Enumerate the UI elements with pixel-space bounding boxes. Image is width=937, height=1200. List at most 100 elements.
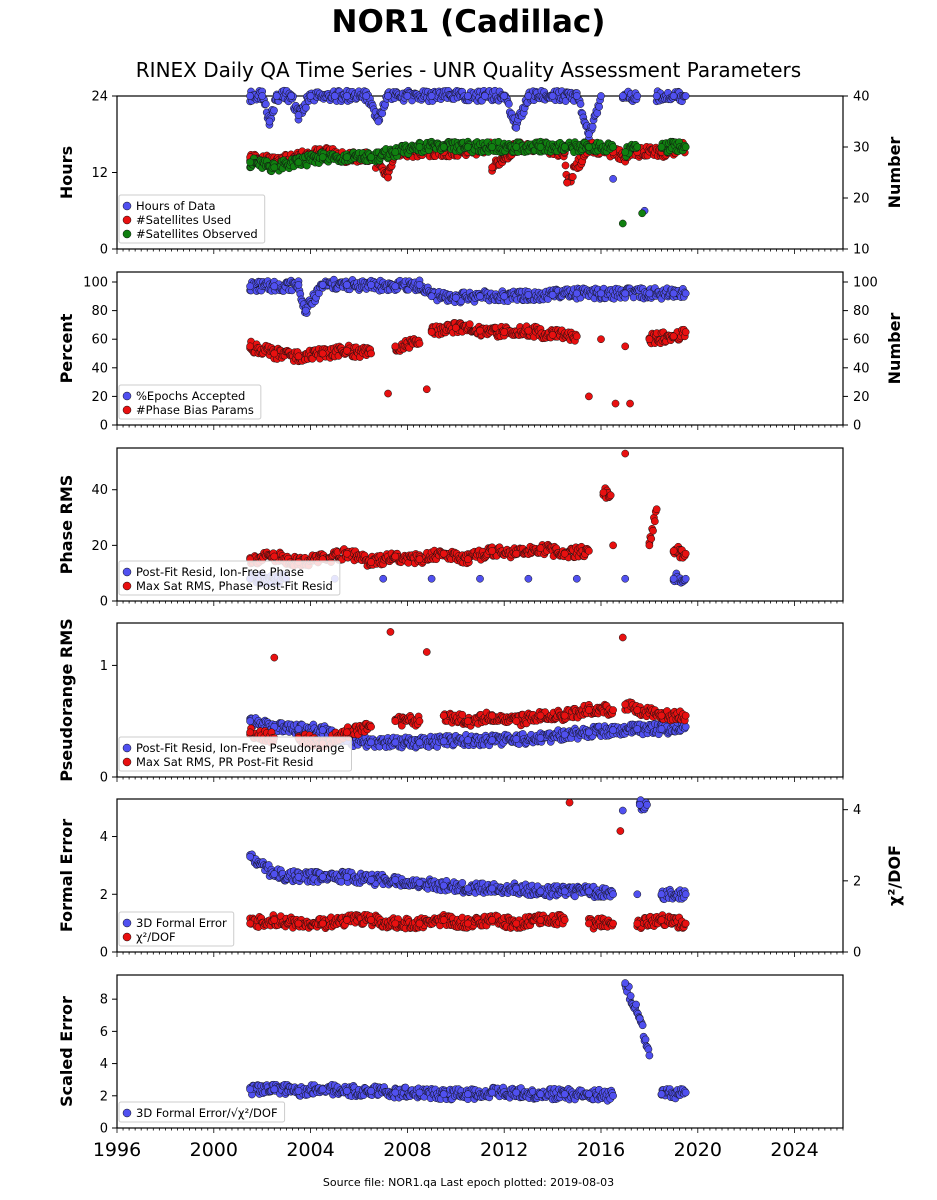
data-point xyxy=(415,878,424,887)
data-point xyxy=(652,505,661,514)
data-point xyxy=(367,281,375,289)
data-point xyxy=(343,873,351,881)
y-tick-label: 40 xyxy=(91,361,108,376)
y-tick-label: 40 xyxy=(91,483,108,498)
data-point xyxy=(595,102,603,111)
data-point xyxy=(464,555,472,564)
data-point xyxy=(597,92,605,100)
data-point xyxy=(415,919,424,928)
data-point xyxy=(439,881,448,890)
data-point xyxy=(318,281,327,289)
data-point xyxy=(681,143,690,151)
data-point xyxy=(287,92,296,100)
data-point xyxy=(422,385,431,394)
data-point xyxy=(415,738,424,747)
series-red xyxy=(246,798,690,933)
data-point xyxy=(403,92,412,100)
data-point xyxy=(246,92,254,100)
data-point xyxy=(265,117,274,126)
data-point xyxy=(681,722,690,731)
data-point xyxy=(572,92,581,100)
data-point xyxy=(621,574,630,583)
data-point xyxy=(571,892,579,901)
y-axis-label: Pseudorange RMS xyxy=(57,618,76,781)
data-point xyxy=(536,887,545,896)
y-tick-label: 100 xyxy=(83,276,108,291)
data-point xyxy=(246,919,254,928)
data-point xyxy=(343,549,351,558)
data-point xyxy=(524,326,533,335)
data-point xyxy=(427,574,436,583)
data-point xyxy=(633,706,642,714)
data-point xyxy=(609,706,617,714)
data-point xyxy=(585,547,593,555)
data-point xyxy=(565,798,574,807)
data-point xyxy=(681,549,690,558)
data-point xyxy=(681,919,690,928)
data-point xyxy=(681,328,690,336)
legend-label: #Satellites Used xyxy=(136,213,231,227)
data-point xyxy=(488,163,496,172)
data-point xyxy=(609,919,617,928)
series-red xyxy=(246,319,690,408)
data-point xyxy=(270,653,279,662)
data-point xyxy=(585,919,593,928)
data-point xyxy=(391,875,400,884)
data-point xyxy=(415,339,424,348)
data-point xyxy=(391,342,400,351)
data-point xyxy=(635,800,644,809)
x-ticks xyxy=(116,425,844,430)
data-point xyxy=(451,323,460,332)
data-point xyxy=(318,919,327,928)
data-point xyxy=(464,884,472,893)
data-point xyxy=(669,332,678,341)
data-point xyxy=(415,555,424,564)
data-point xyxy=(294,352,303,361)
data-point xyxy=(500,92,509,100)
data-point xyxy=(657,916,666,924)
y-tick-label: 6 xyxy=(100,1025,108,1040)
data-point xyxy=(645,289,654,298)
data-point xyxy=(476,292,484,301)
data-point xyxy=(384,389,392,398)
data-point xyxy=(343,346,351,355)
y-tick-label: 0 xyxy=(100,946,108,961)
data-point xyxy=(609,175,617,183)
legend-label: Hours of Data xyxy=(136,199,216,213)
data-point xyxy=(480,92,489,100)
data-point xyxy=(439,549,448,558)
legend-marker xyxy=(122,201,132,211)
data-point xyxy=(301,306,310,315)
data-point xyxy=(536,916,545,924)
data-point xyxy=(270,163,279,172)
data-point xyxy=(488,916,496,924)
data-point xyxy=(572,289,581,298)
data-point xyxy=(560,549,569,558)
legend-label: 3D Formal Error xyxy=(136,916,227,930)
data-point xyxy=(657,725,666,733)
y-axis-right-label: χ²/DOF xyxy=(885,845,904,906)
legend-marker xyxy=(122,743,132,753)
data-point xyxy=(588,122,597,131)
y-tick-label: 60 xyxy=(91,333,108,348)
figure-title: NOR1 (Cadillac) xyxy=(331,4,606,40)
series-blue xyxy=(246,796,690,904)
data-point xyxy=(633,143,642,151)
data-point xyxy=(458,879,467,887)
data-point xyxy=(367,153,375,162)
x-ticks xyxy=(116,601,844,606)
data-point xyxy=(367,916,375,924)
data-point xyxy=(524,574,533,583)
y-right-tick-label: 40 xyxy=(853,361,870,376)
y-right-tick-label: 4 xyxy=(853,803,861,818)
data-point xyxy=(302,103,310,112)
data-point xyxy=(657,143,666,151)
data-point xyxy=(548,92,557,100)
data-point xyxy=(246,852,254,861)
data-point xyxy=(621,449,630,458)
data-point xyxy=(560,916,569,924)
